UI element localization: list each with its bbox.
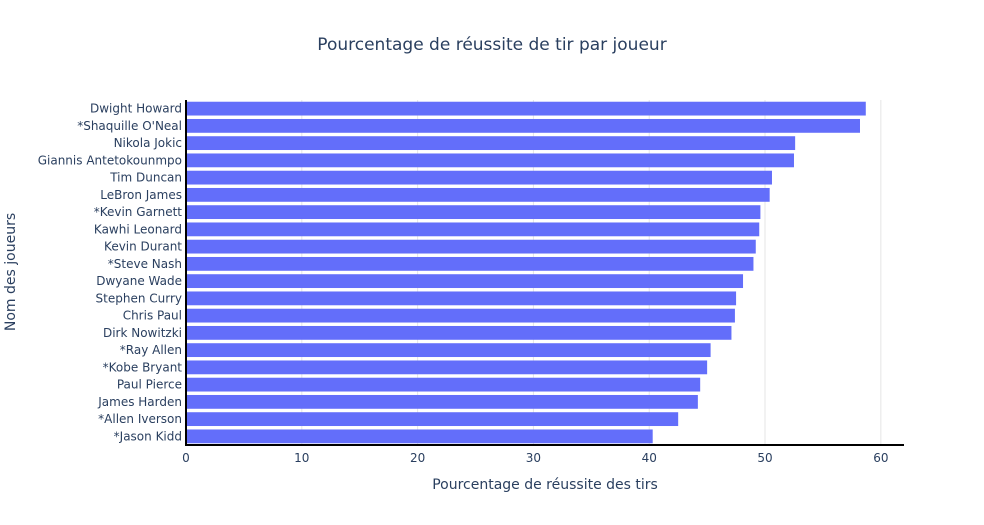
y-tick-labels: Dwight Howard *Shaquille O'Neal Nikola Jok… bbox=[38, 102, 183, 444]
bar bbox=[186, 308, 735, 323]
bar bbox=[186, 360, 708, 375]
y-axis-title: Nom des joueurs bbox=[3, 213, 19, 331]
bar bbox=[186, 118, 860, 133]
y-tick-label: *Jason Kidd bbox=[114, 429, 182, 443]
y-tick-label: Kawhi Leonard bbox=[94, 222, 182, 236]
x-tick-labels: 0 10 20 30 40 50 60 bbox=[182, 451, 888, 465]
bars bbox=[186, 101, 866, 444]
bar bbox=[186, 256, 754, 271]
x-tick-label: 30 bbox=[526, 451, 541, 465]
bar bbox=[186, 429, 653, 444]
bar bbox=[186, 101, 866, 116]
x-tick-label: 50 bbox=[757, 451, 772, 465]
bar bbox=[186, 343, 711, 358]
grid-lines bbox=[301, 100, 882, 445]
bar bbox=[186, 205, 761, 220]
y-tick-label: Chris Paul bbox=[123, 309, 182, 323]
bar bbox=[186, 136, 796, 151]
bar bbox=[186, 187, 770, 202]
bar bbox=[186, 291, 737, 306]
y-tick-label: Nikola Jokic bbox=[114, 136, 182, 150]
y-tick-label: Kevin Durant bbox=[104, 240, 182, 254]
bar bbox=[186, 239, 756, 254]
y-tick-label: Giannis Antetokounmpo bbox=[38, 153, 182, 167]
bar bbox=[186, 412, 679, 427]
y-tick-label: *Kevin Garnett bbox=[94, 205, 183, 219]
y-tick-label: James Harden bbox=[97, 395, 182, 409]
x-tick-label: 10 bbox=[294, 451, 309, 465]
y-tick-label: Dwyane Wade bbox=[96, 274, 182, 288]
x-tick-label: 60 bbox=[873, 451, 888, 465]
bar bbox=[186, 274, 744, 289]
x-tick-label: 20 bbox=[410, 451, 425, 465]
y-tick-label: *Shaquille O'Neal bbox=[77, 119, 182, 133]
x-tick-label: 40 bbox=[642, 451, 657, 465]
y-tick-label: Tim Duncan bbox=[109, 171, 182, 185]
y-tick-label: *Kobe Bryant bbox=[103, 360, 183, 374]
bar bbox=[186, 377, 701, 392]
y-tick-label: *Allen Iverson bbox=[98, 412, 182, 426]
y-tick-label: Stephen Curry bbox=[96, 291, 182, 305]
y-tick-label: *Steve Nash bbox=[108, 257, 182, 271]
x-axis-title: Pourcentage de réussite des tirs bbox=[432, 477, 658, 493]
y-tick-label: *Ray Allen bbox=[120, 343, 182, 357]
y-tick-label: Paul Pierce bbox=[117, 378, 182, 392]
y-tick-label: Dirk Nowitzki bbox=[103, 326, 182, 340]
bar bbox=[186, 170, 772, 185]
bar bbox=[186, 394, 698, 409]
x-tick-label: 0 bbox=[182, 451, 190, 465]
chart-title: Pourcentage de réussite de tir par joueu… bbox=[317, 35, 666, 55]
bar bbox=[186, 153, 794, 168]
y-tick-label: Dwight Howard bbox=[90, 102, 182, 116]
bar bbox=[186, 325, 732, 340]
y-tick-label: LeBron James bbox=[100, 188, 182, 202]
bar bbox=[186, 222, 760, 237]
